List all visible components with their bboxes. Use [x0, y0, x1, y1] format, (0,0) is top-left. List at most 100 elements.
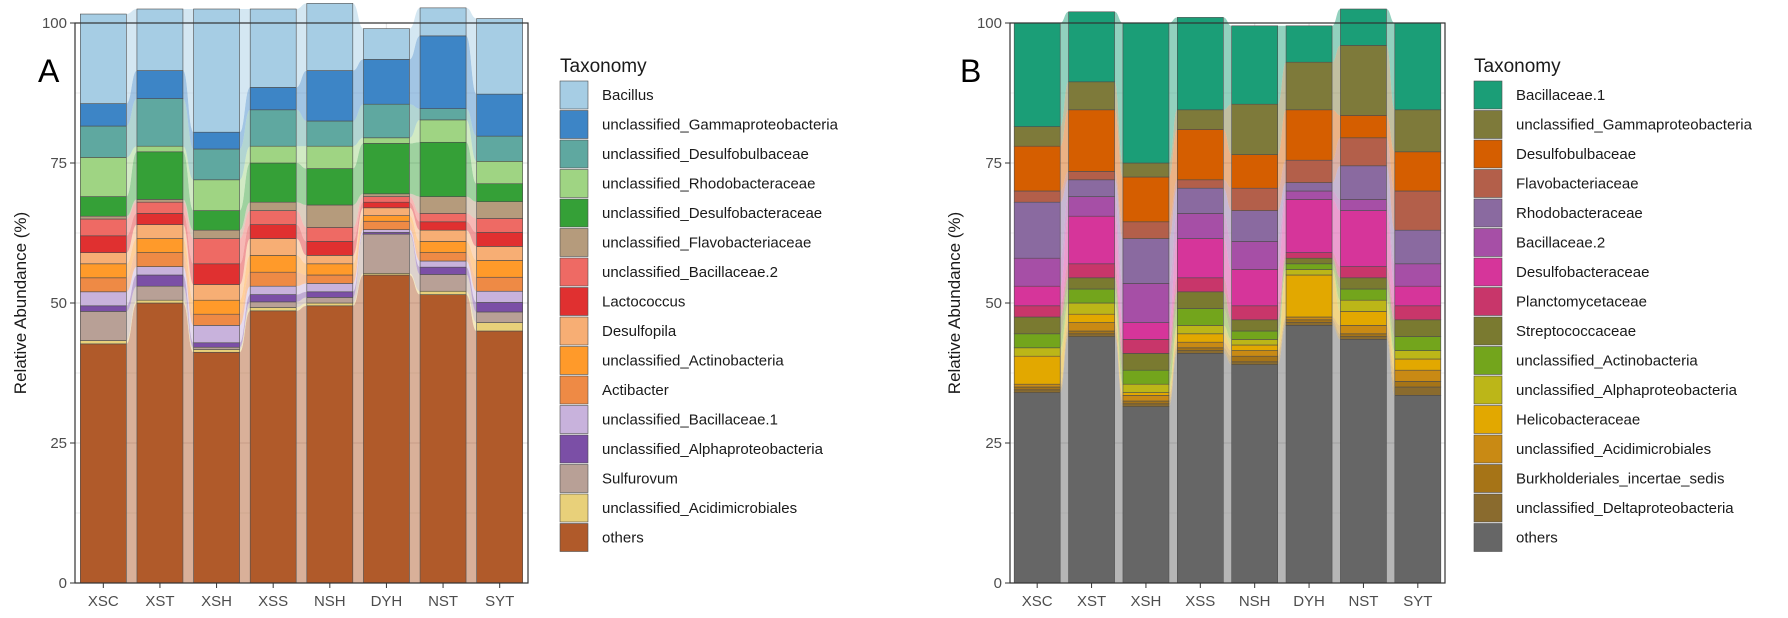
- bar-segment: [249, 307, 297, 312]
- bar-segment: [249, 285, 297, 295]
- bar-segment: [1285, 190, 1333, 200]
- bar-segment: [1122, 238, 1170, 284]
- y-tick-label: 100: [42, 15, 67, 32]
- bar-segment: [419, 119, 467, 143]
- bar-segment: [1068, 302, 1115, 315]
- legend-label: others: [602, 530, 644, 547]
- bar-segment: [1013, 392, 1061, 584]
- legend-label: unclassified_Flavobacteriaceae: [602, 235, 811, 252]
- legend-label: unclassified_Bacillaceae.1: [602, 412, 778, 429]
- flow-band: [182, 146, 194, 211]
- flow-band: [466, 294, 477, 583]
- bar-segment: [419, 108, 467, 121]
- legend-label: Sulfurovum: [602, 471, 678, 488]
- bar-segment: [476, 290, 523, 303]
- bar-segment: [1177, 347, 1224, 351]
- bar-segment: [1231, 330, 1278, 340]
- legend-key: [1473, 80, 1503, 110]
- legend-label: unclassified_Desulfobacteraceae: [602, 205, 822, 222]
- flow-band: [409, 221, 421, 261]
- bar-segment: [1122, 176, 1170, 223]
- flow-band: [466, 221, 477, 247]
- flow-band: [466, 291, 477, 331]
- flow-band: [1114, 196, 1123, 323]
- bar-segment: [1394, 151, 1442, 192]
- bar-segment: [136, 213, 184, 225]
- flow-band: [1168, 353, 1178, 583]
- bar-segment: [136, 199, 184, 203]
- flow-band: [296, 146, 307, 169]
- bar-segment: [1177, 333, 1224, 343]
- y-tick-label: 75: [50, 155, 67, 172]
- bar-segment: [419, 266, 467, 275]
- legend-key: [1473, 257, 1503, 287]
- bar-segment: [1122, 339, 1170, 354]
- legend-label: unclassified_Alphaproteobacteria: [1516, 382, 1738, 399]
- flow-band: [296, 305, 307, 583]
- legend-key: [1473, 198, 1503, 228]
- bar-segment: [306, 274, 354, 284]
- bar-segment: [1231, 25, 1278, 105]
- legend: Taxonomy Bacillus unclassified_Gammaproteo…: [559, 56, 839, 552]
- bar-segment: [1340, 336, 1387, 340]
- bar-segment: [1231, 210, 1278, 242]
- y-tick-label: 50: [50, 295, 67, 312]
- bar-segment: [1013, 386, 1061, 391]
- bar-segment: [1394, 358, 1442, 371]
- legend-key: [559, 405, 589, 434]
- flow-band: [1386, 277, 1395, 337]
- bar-segment: [1340, 311, 1387, 326]
- bar-segment: [1122, 403, 1170, 407]
- flow-band: [1277, 319, 1287, 362]
- bar-segment: [1340, 137, 1387, 167]
- legend-key: [1473, 523, 1503, 552]
- bar-segment: [306, 302, 354, 307]
- bar-segment: [193, 346, 240, 350]
- flow-band: [352, 275, 364, 583]
- flow-band: [296, 291, 307, 302]
- flow-band: [1277, 325, 1287, 583]
- bar-segment: [1068, 196, 1115, 217]
- bar-layer: [1013, 8, 1442, 584]
- flow-band: [352, 3, 364, 71]
- flow-band: [1114, 331, 1123, 404]
- flow-band: [466, 35, 477, 137]
- bar-segment: [80, 291, 127, 307]
- bar-segment: [1394, 263, 1442, 287]
- bar-segment: [306, 120, 354, 147]
- bar-segment: [1177, 277, 1224, 293]
- legend-key: [559, 139, 589, 169]
- bar-segment: [1394, 305, 1442, 321]
- bar-segment: [1068, 277, 1115, 290]
- flow-band: [239, 163, 251, 231]
- legend-label: unclassified_Acidimicrobiales: [602, 500, 797, 517]
- x-tick-label: SYT: [1403, 593, 1432, 610]
- bar-segment: [1177, 308, 1224, 326]
- bar-segment: [1285, 319, 1333, 323]
- bar-segment: [1068, 171, 1115, 181]
- bar-segment: [193, 263, 240, 285]
- flow-band: [352, 207, 364, 264]
- flow-band: [1114, 336, 1123, 583]
- bar-segment: [1231, 350, 1278, 357]
- bar-segment: [1013, 285, 1061, 307]
- bar-segment: [419, 274, 467, 292]
- legend-key: [559, 375, 589, 405]
- bar-segment: [419, 229, 467, 242]
- bar-segment: [1231, 269, 1278, 307]
- flow-band: [126, 252, 137, 292]
- flow-band: [182, 266, 194, 343]
- bar-segment: [1285, 61, 1333, 111]
- flow-band: [126, 238, 137, 278]
- bar-segment: [306, 70, 354, 122]
- bar-segment: [476, 276, 523, 292]
- flow-band: [466, 230, 477, 261]
- flow-band: [1277, 258, 1287, 331]
- flow-band: [239, 310, 251, 583]
- flow-band: [352, 104, 364, 147]
- flow-band: [182, 300, 194, 353]
- flow-band: [1386, 210, 1395, 306]
- flow-band: [296, 224, 307, 256]
- flow-band: [1114, 314, 1123, 396]
- flow-band: [1386, 165, 1395, 264]
